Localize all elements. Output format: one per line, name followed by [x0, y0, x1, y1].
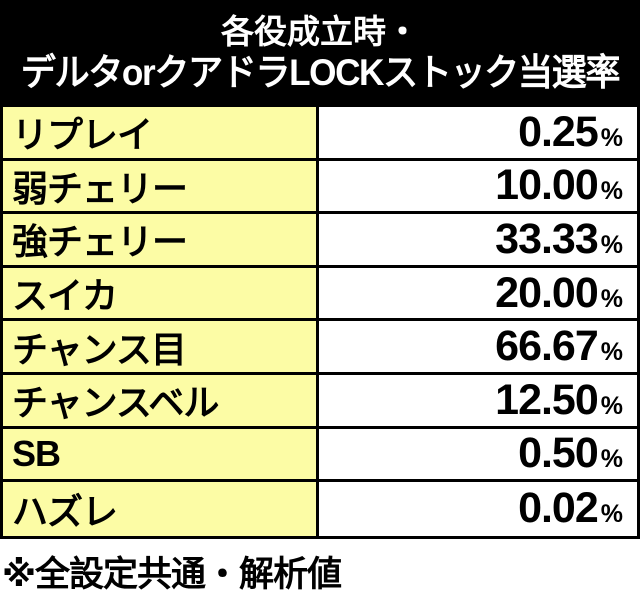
value-number: 33.33: [495, 214, 599, 263]
row-value: 10.00%: [319, 160, 637, 212]
table-row: 強チェリー 33.33%: [3, 214, 637, 268]
row-label: チャンス目: [3, 321, 319, 372]
title-line-1: 各役成立時・: [221, 12, 419, 50]
percent-sign: %: [600, 391, 623, 420]
row-value: 66.67%: [319, 321, 637, 372]
row-label: リプレイ: [3, 107, 319, 158]
footnote: ※全設定共通・解析値: [2, 554, 342, 594]
value-wrap: 66.67%: [495, 322, 623, 371]
table-title-header: 各役成立時・ デルタorクアドラLOCKストック当選率: [0, 0, 640, 105]
row-value: 20.00%: [319, 267, 637, 319]
row-label: チャンスベル: [3, 374, 319, 426]
value-wrap: 12.50%: [495, 376, 623, 425]
value-wrap: 0.50%: [518, 429, 623, 478]
percent-sign: %: [600, 445, 623, 474]
table-row: SB 0.50%: [3, 428, 637, 483]
row-value: 0.25%: [319, 107, 637, 158]
row-value: 0.50%: [319, 428, 637, 480]
value-number: 12.50: [495, 375, 599, 424]
value-wrap: 20.00%: [495, 269, 623, 318]
table-row: チャンス目 66.67%: [3, 321, 637, 375]
value-number: 0.02: [518, 484, 599, 533]
value-number: 0.25: [518, 107, 599, 156]
value-number: 0.50: [518, 429, 599, 478]
rate-table: リプレイ 0.25% 弱チェリー 10.00% 強チェリー 33.33% スイカ…: [0, 105, 640, 539]
table-row: チャンスベル 12.50%: [3, 374, 637, 429]
table-row: スイカ 20.00%: [3, 267, 637, 322]
value-wrap: 10.00%: [495, 161, 623, 210]
row-value: 12.50%: [319, 374, 637, 426]
row-label: 強チェリー: [3, 214, 319, 265]
value-number: 66.67: [495, 322, 599, 371]
percent-sign: %: [600, 284, 623, 313]
table-row: ハズレ 0.02%: [3, 482, 637, 536]
row-label: SB: [3, 428, 319, 480]
row-value: 33.33%: [319, 214, 637, 265]
row-label: ハズレ: [3, 482, 319, 536]
value-wrap: 0.25%: [518, 108, 623, 157]
percent-sign: %: [600, 123, 623, 152]
row-label: スイカ: [3, 267, 319, 319]
percent-sign: %: [600, 177, 623, 206]
percent-sign: %: [600, 500, 623, 529]
value-wrap: 0.02%: [518, 484, 623, 533]
percent-sign: %: [600, 230, 623, 259]
title-line-2: デルタorクアドラLOCKストック当選率: [20, 51, 621, 93]
table-row: 弱チェリー 10.00%: [3, 160, 637, 215]
value-wrap: 33.33%: [495, 215, 623, 264]
table-row: リプレイ 0.25%: [3, 107, 637, 161]
value-number: 10.00: [495, 161, 599, 210]
row-label: 弱チェリー: [3, 160, 319, 212]
percent-sign: %: [600, 338, 623, 367]
row-value: 0.02%: [319, 482, 637, 536]
value-number: 20.00: [495, 268, 599, 317]
